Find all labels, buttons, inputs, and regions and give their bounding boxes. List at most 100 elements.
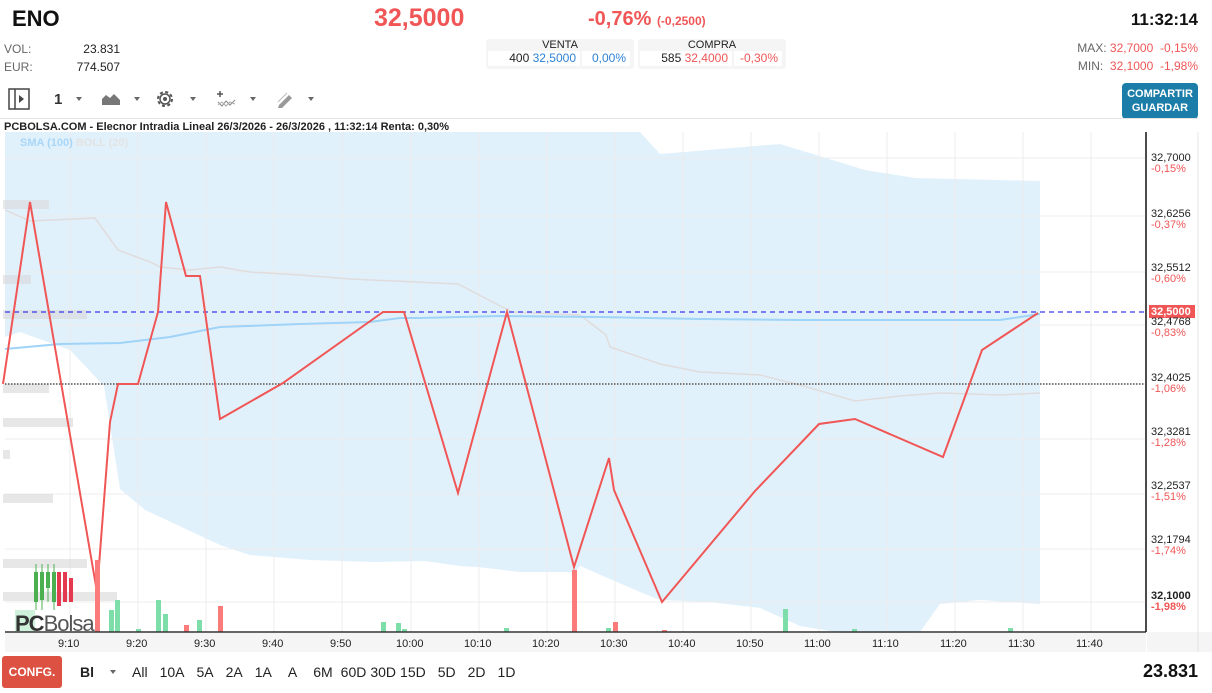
v-grid — [69, 132, 1092, 632]
venta-label: VENTA — [542, 39, 578, 51]
gear-icon — [157, 91, 174, 107]
y-tick: 32,4025 -1,06% — [1151, 372, 1191, 395]
x-tick: 9:50 — [330, 638, 352, 650]
compra-price: 32,4000 — [684, 51, 728, 65]
x-tick: 9:40 — [262, 638, 284, 650]
compra-qty: 585 — [661, 51, 682, 65]
price-chart[interactable]: PCBolsa — [0, 132, 1212, 652]
y-tick: 32,4768 -0,83% — [1151, 316, 1191, 339]
venta-qty: 400 — [509, 51, 530, 65]
compra-pct: -0,30% — [734, 51, 782, 66]
volume-total: 23.831 — [1142, 661, 1198, 681]
x-tick: 10:30 — [600, 638, 628, 650]
period-10a[interactable]: 10A — [159, 664, 185, 680]
period-1a[interactable]: 1A — [254, 664, 272, 680]
venta-price: 32,5000 — [532, 51, 576, 65]
x-tick: 11:20 — [940, 638, 967, 650]
min-row: MIN: 32,1000 -1,98% — [1078, 59, 1198, 73]
period-30d[interactable]: 30D — [370, 664, 397, 680]
period-5a[interactable]: 5A — [196, 664, 214, 680]
period-60d[interactable]: 60D — [340, 664, 367, 680]
indicator-legend: SMA (100) BOLL (20) — [20, 137, 128, 149]
panel-toggle-button[interactable] — [8, 88, 30, 110]
x-tick: 11:40 — [1076, 638, 1103, 650]
chevron-down-icon — [76, 97, 83, 101]
chart-toolbar: 1 — [0, 84, 328, 114]
area-chart-icon — [102, 94, 121, 105]
x-tick: 9:20 — [126, 638, 148, 650]
period-2a[interactable]: 2A — [225, 664, 243, 680]
share-label: COMPARTIR — [1127, 88, 1193, 100]
min-value: 32,1000 — [1109, 59, 1154, 73]
drawing-dropdown[interactable] — [276, 90, 328, 108]
y-tick: 32,5512 -0,60% — [1151, 262, 1191, 285]
config-button[interactable]: CONFG. — [2, 656, 62, 688]
change-abs: (-0,2500) — [656, 14, 706, 28]
indicators-icon — [217, 91, 236, 107]
vol-value: 23.831 — [83, 42, 120, 56]
type-dropdown[interactable]: Bl — [80, 664, 94, 680]
chart-type-dropdown[interactable] — [102, 93, 154, 105]
x-tick: 10:40 — [668, 638, 696, 650]
compra-qty-price: 585 32,4000 — [640, 51, 732, 66]
change-pct: -0,76% — [588, 8, 652, 30]
period-all[interactable]: All — [132, 664, 148, 680]
max-label: MAX: — [1077, 41, 1107, 55]
volume-bars — [95, 560, 1013, 632]
chevron-down-icon — [134, 97, 141, 101]
x-tick: 9:30 — [194, 638, 216, 650]
chevron-down-icon[interactable] — [110, 670, 116, 674]
y-tick: 32,2537 -1,51% — [1151, 480, 1191, 503]
chevron-down-icon — [250, 97, 257, 101]
chart-title: PCBOLSA.COM - Elecnor Intradia Lineal 26… — [4, 121, 450, 133]
share-save-button[interactable]: COMPARTIR GUARDAR — [1122, 83, 1198, 119]
period-a[interactable]: A — [287, 664, 298, 680]
draw-pencil-icon — [277, 92, 293, 108]
legend-boll[interactable]: BOLL (20) — [75, 137, 129, 149]
y-tick: 32,6256 -0,37% — [1151, 208, 1191, 231]
eur-label: EUR: — [4, 60, 33, 74]
venta-pct: 0,00% — [582, 51, 630, 66]
chart-top-border — [0, 118, 1198, 119]
min-label: MIN: — [1077, 59, 1104, 73]
settings-dropdown[interactable] — [154, 88, 210, 110]
ticker-symbol: ENO — [12, 6, 60, 31]
interval-dropdown[interactable]: 1 — [54, 91, 96, 108]
period-15d[interactable]: 15D — [400, 664, 426, 680]
venta-qty-price: 400 32,5000 — [488, 51, 580, 66]
price-line — [2, 201, 1039, 604]
panel-toggle-icon — [8, 88, 30, 110]
price-change: -0,76% (-0,2500) — [588, 8, 706, 31]
x-tick: 10:00 — [396, 638, 424, 650]
x-tick: 11:10 — [872, 638, 899, 650]
legend-sma[interactable]: SMA (100) — [20, 137, 73, 149]
min-pct: -1,98% — [1159, 59, 1198, 73]
sma-line — [4, 313, 1041, 350]
compra-label: COMPRA — [687, 39, 737, 51]
chevron-down-icon — [308, 97, 315, 101]
period-6m[interactable]: 6M — [313, 664, 333, 680]
y-tick: 32,1794 -1,74% — [1151, 534, 1191, 557]
type-label: Bl — [80, 664, 94, 680]
max-value: 32,7000 — [1109, 41, 1154, 55]
x-tick: 10:50 — [736, 638, 764, 650]
x-tick: 9:10 — [58, 638, 80, 650]
indicators-dropdown[interactable] — [216, 90, 270, 108]
x-tick: 11:30 — [1008, 638, 1035, 650]
last-price: 32,5000 — [374, 4, 465, 32]
period-5d[interactable]: 5D — [437, 664, 456, 680]
x-tick: 10:20 — [532, 638, 560, 650]
y-tick: 32,7000 -0,15% — [1151, 152, 1191, 175]
chevron-down-icon — [190, 97, 197, 101]
period-2d[interactable]: 2D — [467, 664, 486, 680]
last-price-tag-label: 32,5000 — [1151, 306, 1191, 318]
period-1d[interactable]: 1D — [497, 664, 516, 680]
bottom-bar: CONFG. Bl All 10A 5A 2A 1A A 6M 60D 30D … — [0, 652, 1212, 692]
save-label: GUARDAR — [1131, 102, 1189, 114]
eur-value: 774.507 — [76, 60, 120, 74]
max-row: MAX: 32,7000 -0,15% — [1077, 41, 1198, 55]
y-tick: 32,1000 -1,98% — [1151, 590, 1191, 613]
interval-value: 1 — [54, 90, 63, 108]
vol-label: VOL: — [4, 42, 32, 56]
last-price-tag — [1149, 305, 1195, 318]
